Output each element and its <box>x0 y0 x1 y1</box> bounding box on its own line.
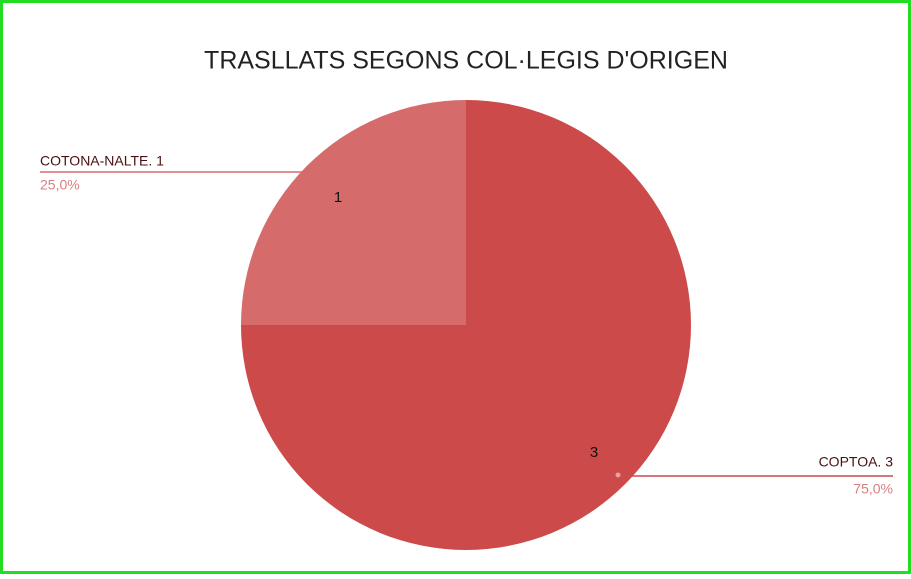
pie-slice <box>241 100 466 325</box>
legend-label: COPTOA. 3 <box>819 454 894 470</box>
slice-value-label: 1 <box>334 189 342 206</box>
percentage-label: 75,0% <box>853 481 893 497</box>
chart-title: TRASLLATS SEGONS COL·LEGIS D'ORIGEN <box>204 47 728 75</box>
slice-value-label: 3 <box>590 444 598 461</box>
leader-dot <box>615 472 621 478</box>
percentage-label: 25,0% <box>40 177 80 193</box>
legend-label: COTONA-NALTE. 1 <box>40 153 164 169</box>
